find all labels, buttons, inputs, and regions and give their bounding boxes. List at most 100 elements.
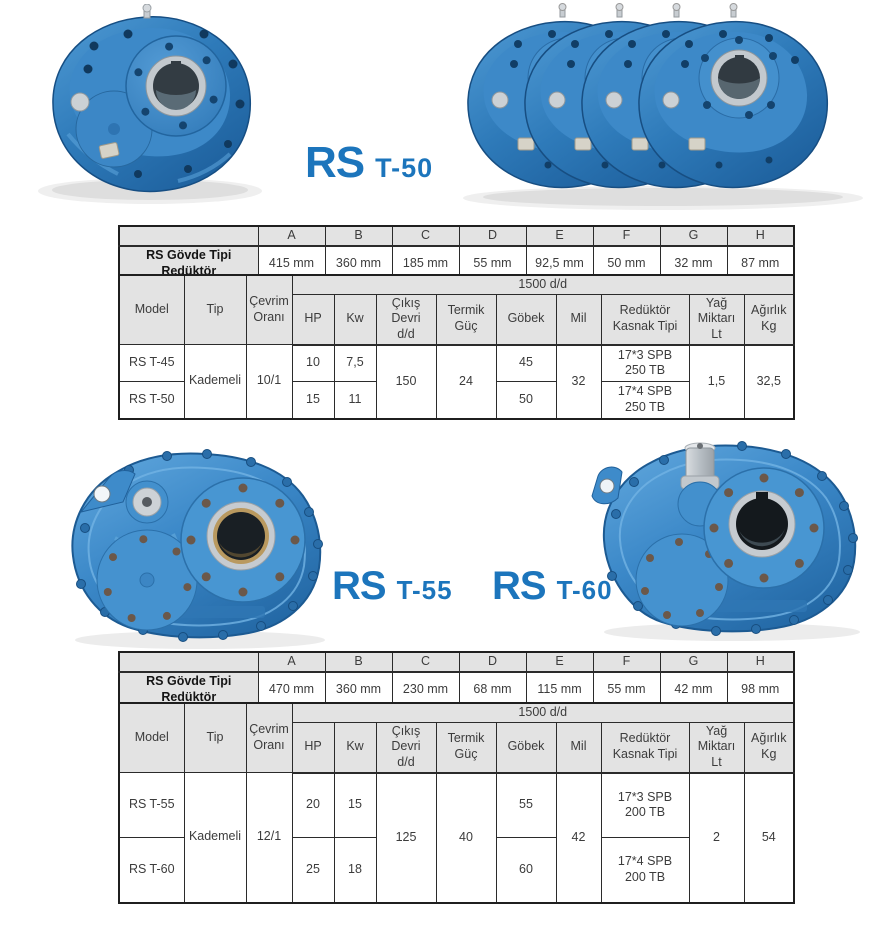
dimension-table-rs-t55-t60: A B C D E F G H RS Gövde Tipi Redüktör 4… — [118, 651, 795, 709]
termik-guc-cell: 24 — [435, 344, 497, 419]
hp-cell: 10 — [291, 344, 335, 382]
dim-header-d: D — [458, 651, 527, 673]
gobek-cell: 50 — [495, 381, 557, 419]
dim-row-label: RS Gövde Tipi Redüktör — [118, 671, 259, 708]
output-bore — [217, 512, 265, 560]
model-cell: RS T-55 — [118, 772, 185, 838]
gobek-cell: 60 — [495, 837, 557, 903]
shaft-center-hole — [697, 443, 703, 449]
model-number-label: T-50 — [375, 153, 434, 183]
model-series-label: RS — [332, 564, 387, 608]
dim-header-a: A — [257, 651, 326, 673]
dim-header-d: D — [458, 225, 527, 247]
mil-cell: 42 — [555, 772, 602, 903]
dim-header-e: E — [525, 225, 594, 247]
gear-reducer-photo — [55, 438, 340, 650]
dim-value-g: 42 mm — [659, 671, 728, 708]
gear-reducer-stack-illustration — [463, 2, 863, 210]
header-hp: HP — [291, 721, 335, 774]
kasnak-cell: 17*4 SPB 200 TB — [600, 837, 690, 903]
kasnak-cell: 17*3 SPB 250 TB — [600, 344, 690, 382]
dim-header-h: H — [726, 225, 795, 247]
tip-cell: Kademeli — [183, 772, 247, 903]
secondary-hub-center — [108, 123, 120, 135]
keyway — [756, 492, 768, 502]
header-model: Model — [118, 274, 185, 345]
dim-value-h: 98 mm — [726, 671, 795, 708]
header-termik-guc: Termik Güç — [435, 293, 497, 346]
header-yag-miktari: Yağ Miktarı Lt — [688, 293, 745, 346]
header-1500dd: 1500 d/d — [291, 702, 795, 723]
cover-bolts — [103, 535, 192, 622]
header-tip: Tip — [183, 702, 247, 773]
dim-value-d: 68 mm — [458, 671, 527, 708]
lug-hole — [93, 485, 111, 503]
kw-cell: 18 — [333, 837, 377, 903]
model-number-label: T-55 — [396, 575, 453, 605]
header-gobek: Göbek — [495, 293, 557, 346]
header-cikis-devri: Çıkış Devri d/d — [375, 293, 437, 346]
bore-highlight — [739, 528, 785, 547]
gear-reducer-photo — [582, 430, 874, 642]
agirlik-cell: 54 — [743, 772, 795, 903]
gobek-cell: 55 — [495, 772, 557, 838]
gear-reducer-stack-photo — [448, 0, 875, 215]
header-gobek: Göbek — [495, 721, 557, 774]
dim-header-f: F — [592, 651, 661, 673]
flange-face-bolts — [186, 483, 300, 597]
dim-header-b: B — [324, 651, 393, 673]
header-model: Model — [118, 702, 185, 773]
header-termik-guc: Termik Güç — [435, 721, 497, 774]
keyway — [171, 61, 181, 70]
header-cevrim-orani: Çevrim Oranı — [245, 274, 293, 345]
bore-highlight — [718, 78, 760, 99]
model-number-label: T-60 — [556, 575, 613, 605]
header-agirlik: Ağırlık Kg — [743, 293, 795, 346]
header-kw: Kw — [333, 293, 377, 346]
dim-header-e: E — [525, 651, 594, 673]
model-cell: RS T-50 — [118, 381, 185, 419]
kw-cell: 7,5 — [333, 344, 377, 382]
input-shaft — [685, 447, 715, 481]
header-cevrim-orani: Çevrim Oranı — [245, 702, 293, 773]
model-series-label: RS — [492, 564, 547, 608]
header-mil: Mil — [555, 721, 602, 774]
breather-cap — [142, 4, 152, 13]
flange-bolts — [134, 42, 218, 130]
dim-header-g: G — [659, 651, 728, 673]
gear-reducer-photo — [28, 4, 273, 204]
photo-shadow-inner — [483, 188, 843, 206]
cevrim-cell: 10/1 — [245, 344, 293, 419]
oil-plug — [70, 92, 90, 112]
shaft-center-hole — [142, 497, 152, 507]
cast-text-band — [712, 600, 807, 612]
cast-rib — [177, 152, 232, 183]
drain-plug — [98, 142, 120, 159]
dim-header-c: C — [391, 651, 460, 673]
cikis-devri-cell: 125 — [375, 772, 437, 903]
spec-table-rs-t45-t50: Model Tip Çevrim Oranı 1500 d/d HP Kw Çı… — [118, 274, 796, 420]
header-tip: Tip — [183, 274, 247, 345]
gear-reducer-illustration — [71, 449, 325, 649]
output-bore — [736, 498, 788, 550]
hp-cell: 25 — [291, 837, 335, 903]
header-kasnak-tipi: Redüktör Kasnak Tipi — [600, 721, 690, 774]
dim-header-c: C — [391, 225, 460, 247]
yag-cell: 1,5 — [688, 344, 745, 419]
reducer-unit-front — [638, 2, 829, 189]
header-kasnak-tipi: Redüktör Kasnak Tipi — [600, 293, 690, 346]
case-bolts — [83, 29, 245, 178]
kasnak-cell: 17*3 SPB 200 TB — [600, 772, 690, 838]
header-cikis-devri: Çıkış Devri d/d — [375, 721, 437, 774]
hp-cell: 20 — [291, 772, 335, 838]
dim-header-f: F — [592, 225, 661, 247]
cevrim-cell: 12/1 — [245, 772, 293, 903]
kasnak-cell: 17*4 SPB 250 TB — [600, 381, 690, 419]
header-mil: Mil — [555, 293, 602, 346]
header-1500dd: 1500 d/d — [291, 274, 795, 295]
header-kw: Kw — [333, 721, 377, 774]
header-agirlik: Ağırlık Kg — [743, 721, 795, 774]
model-series-label: RS — [305, 138, 365, 187]
tip-cell: Kademeli — [183, 344, 247, 419]
yag-cell: 2 — [688, 772, 745, 903]
